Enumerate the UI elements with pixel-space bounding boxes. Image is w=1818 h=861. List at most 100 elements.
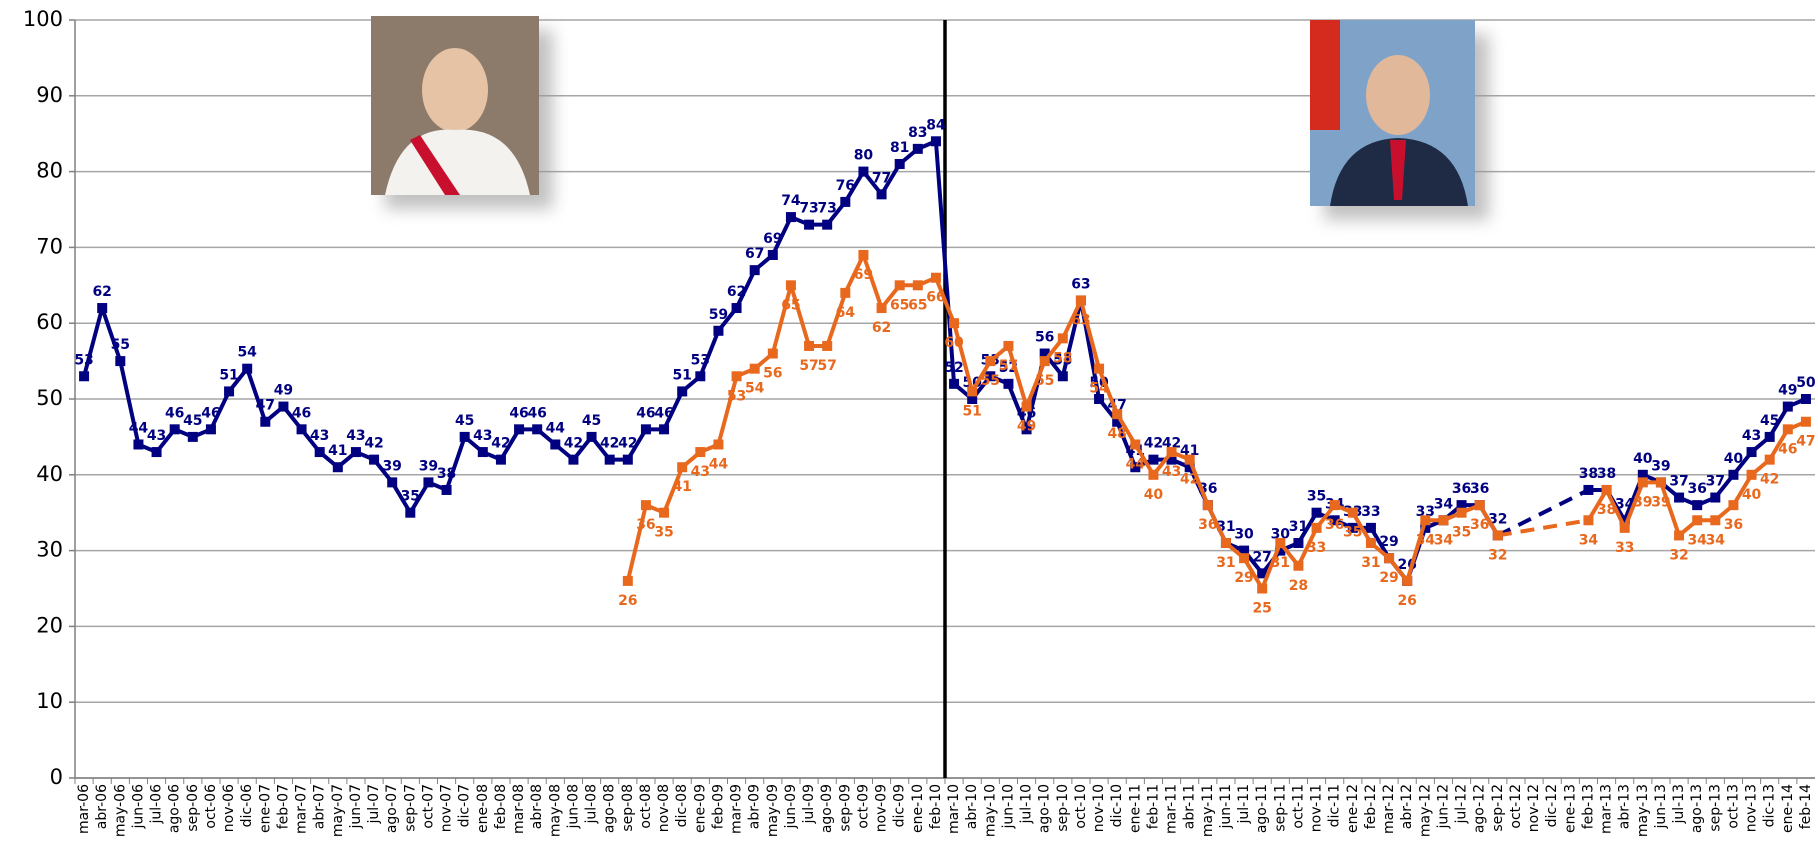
marker <box>242 363 253 374</box>
x-tick-label: ene-14 <box>1780 784 1796 833</box>
marker <box>1474 500 1485 511</box>
marker <box>804 340 815 351</box>
x-tick-label: feb-12 <box>1363 784 1379 829</box>
data-label: 40 <box>1742 487 1762 503</box>
data-label: 42 <box>618 436 637 452</box>
data-label: 57 <box>817 358 836 374</box>
marker <box>1674 492 1685 503</box>
marker <box>767 249 778 260</box>
x-tick-label: jun-07 <box>348 784 364 830</box>
marker <box>749 265 760 276</box>
marker <box>514 424 525 435</box>
x-tick-label: ago-12 <box>1472 784 1488 833</box>
marker <box>405 507 416 518</box>
marker <box>1112 409 1123 420</box>
data-label: 42 <box>1760 472 1779 488</box>
marker <box>1365 522 1376 533</box>
data-label: 47 <box>256 398 275 414</box>
data-label: 69 <box>854 267 873 283</box>
data-label: 25 <box>1252 601 1271 617</box>
data-label: 46 <box>654 405 673 421</box>
data-label: 35 <box>654 525 673 541</box>
marker <box>532 424 543 435</box>
data-label: 49 <box>274 383 293 399</box>
marker <box>677 462 688 473</box>
x-tick-label: sep-08 <box>620 784 636 832</box>
data-label: 62 <box>92 284 111 300</box>
data-label: 35 <box>1343 525 1362 541</box>
y-tick-label: 80 <box>36 159 63 183</box>
data-label: 37 <box>1706 474 1725 490</box>
marker <box>1728 500 1739 511</box>
data-label: 65 <box>908 297 927 313</box>
marker <box>1293 538 1304 549</box>
data-label: 29 <box>1379 570 1398 586</box>
x-tick-label: abr-13 <box>1617 784 1633 829</box>
data-label: 39 <box>1633 494 1652 510</box>
marker <box>731 371 742 382</box>
marker <box>1202 500 1213 511</box>
data-label: 34 <box>1434 532 1454 548</box>
marker <box>1166 454 1177 465</box>
data-label: 80 <box>854 148 874 164</box>
marker <box>79 371 90 382</box>
data-label: 59 <box>709 307 728 323</box>
marker <box>1456 507 1467 518</box>
y-tick-label: 20 <box>36 613 63 637</box>
gap-bridge <box>1496 488 1590 538</box>
marker <box>604 454 615 465</box>
data-label: 76 <box>836 178 855 194</box>
data-label: 43 <box>691 464 710 480</box>
marker <box>840 287 851 298</box>
marker <box>822 340 833 351</box>
data-label: 83 <box>908 125 927 141</box>
marker <box>785 280 796 291</box>
data-label: 40 <box>1633 451 1653 467</box>
data-label: 31 <box>1216 555 1235 571</box>
data-label: 74 <box>781 193 801 209</box>
marker <box>1057 371 1068 382</box>
marker <box>260 416 271 427</box>
gap-bridge <box>1497 518 1589 538</box>
data-label: 44 <box>1126 456 1146 472</box>
marker <box>622 454 633 465</box>
x-tick-label: dic-08 <box>674 784 690 827</box>
data-label: 31 <box>1271 555 1290 571</box>
x-tick-label: ene-09 <box>692 784 708 833</box>
data-label: 46 <box>1778 441 1797 457</box>
data-label: 54 <box>745 381 765 397</box>
data-label: 38 <box>1597 502 1616 518</box>
marker <box>1619 522 1630 533</box>
x-tick-label: jun-06 <box>130 784 146 830</box>
data-label: 52 <box>944 360 963 376</box>
data-label: 31 <box>1289 519 1308 535</box>
x-tick-label: nov-08 <box>656 784 672 832</box>
x-tick-label: sep-07 <box>402 784 418 832</box>
data-label: 51 <box>962 403 981 419</box>
x-tick-label: jul-10 <box>1019 784 1035 825</box>
data-label: 63 <box>1071 312 1090 328</box>
x-tick-label: jul-11 <box>1236 784 1252 825</box>
marker <box>1692 515 1703 526</box>
marker <box>1347 522 1358 533</box>
marker <box>622 575 633 586</box>
data-label: 45 <box>1760 413 1779 429</box>
data-label: 39 <box>1651 458 1670 474</box>
data-label: 54 <box>237 345 257 361</box>
marker <box>1257 568 1268 579</box>
x-tick-label: ene-08 <box>475 784 491 833</box>
marker <box>1384 553 1395 564</box>
x-tick-label: feb-09 <box>710 784 726 829</box>
data-label: 33 <box>1307 540 1326 556</box>
data-label: 38 <box>437 466 456 482</box>
x-tick-label: may-08 <box>547 784 563 837</box>
data-label: 42 <box>491 436 510 452</box>
marker <box>1275 538 1286 549</box>
x-tick-label: jul-07 <box>366 784 382 825</box>
marker <box>1800 416 1811 427</box>
marker <box>804 219 815 230</box>
marker <box>1347 507 1358 518</box>
marker <box>97 303 108 314</box>
y-tick-label: 70 <box>36 234 63 258</box>
marker <box>1365 538 1376 549</box>
